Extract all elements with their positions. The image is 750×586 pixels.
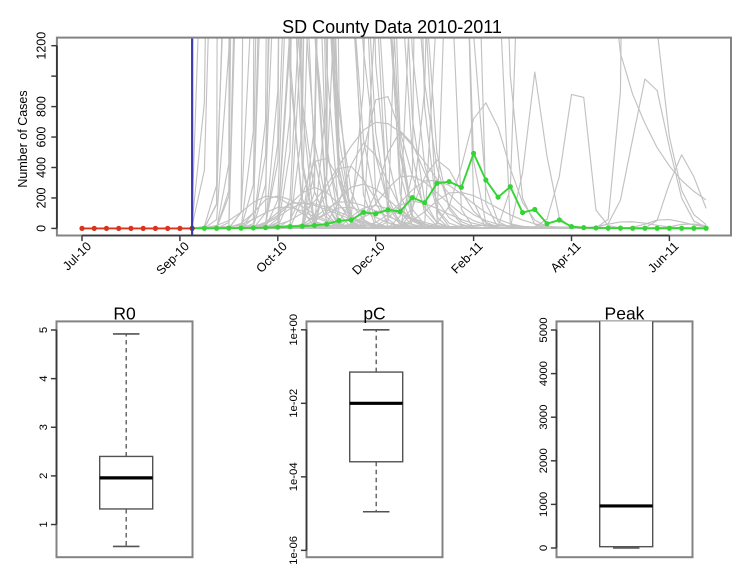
svg-text:600: 600 bbox=[35, 127, 49, 148]
svg-text:3: 3 bbox=[38, 424, 50, 430]
svg-text:0: 0 bbox=[538, 545, 550, 551]
svg-text:R0: R0 bbox=[113, 303, 136, 323]
svg-text:pC: pC bbox=[363, 303, 385, 323]
svg-text:1200: 1200 bbox=[35, 32, 49, 60]
svg-text:1e-02: 1e-02 bbox=[288, 389, 300, 418]
svg-text:2: 2 bbox=[38, 473, 50, 479]
svg-text:0: 0 bbox=[35, 225, 49, 232]
svg-text:Peak: Peak bbox=[605, 303, 645, 323]
svg-text:3000: 3000 bbox=[538, 405, 550, 430]
svg-text:1e-04: 1e-04 bbox=[288, 462, 300, 491]
svg-text:200: 200 bbox=[35, 187, 49, 208]
svg-text:1000: 1000 bbox=[538, 492, 550, 517]
svg-text:4000: 4000 bbox=[538, 361, 550, 386]
svg-text:800: 800 bbox=[35, 96, 49, 117]
svg-text:Number of Cases: Number of Cases bbox=[16, 90, 30, 187]
svg-text:1: 1 bbox=[38, 521, 50, 527]
svg-text:SD County Data 2010-2011: SD County Data 2010-2011 bbox=[282, 17, 502, 37]
svg-text:5: 5 bbox=[38, 327, 50, 333]
svg-text:1e+00: 1e+00 bbox=[288, 314, 300, 346]
svg-text:1e-06: 1e-06 bbox=[288, 536, 300, 565]
svg-text:400: 400 bbox=[35, 157, 49, 178]
svg-text:4: 4 bbox=[38, 375, 50, 381]
svg-text:5000: 5000 bbox=[538, 317, 550, 342]
svg-text:2000: 2000 bbox=[538, 448, 550, 473]
